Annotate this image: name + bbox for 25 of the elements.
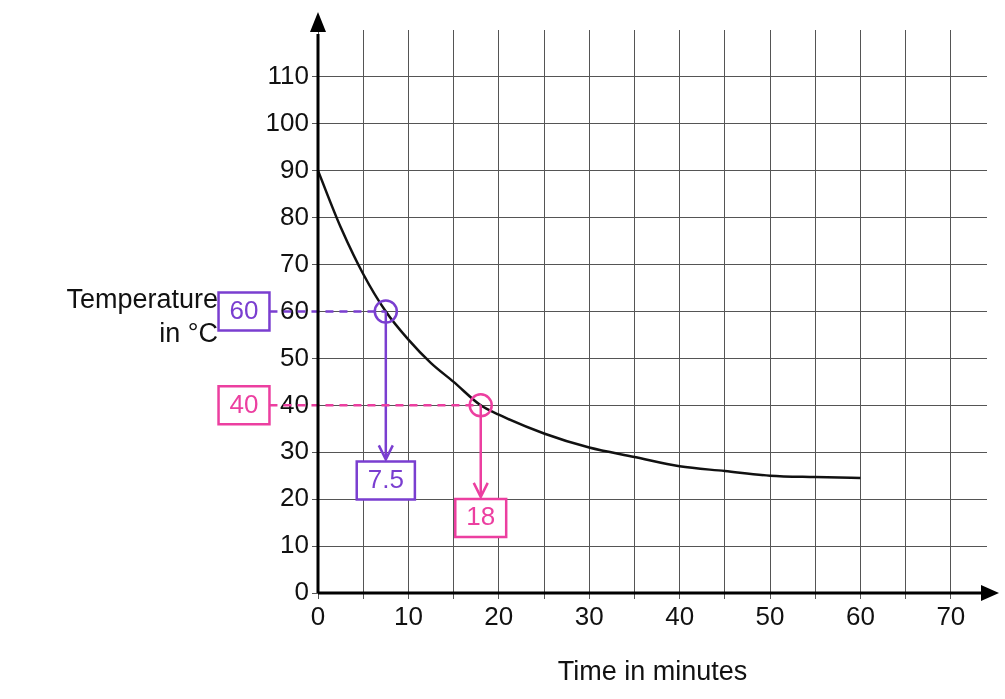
x-tick-label: 60 [845,600,875,631]
x-axis-title: Time in minutes [557,656,748,687]
y-tick-label: 70 [280,247,309,278]
ref-line-label: 7.5 [367,463,404,494]
x-tick-label: 70 [936,600,966,631]
y-tick-label: 50 [280,341,309,372]
y-tick-label: 30 [280,435,309,466]
y-tick-label: 10 [280,529,309,560]
y-axis-title: Temperature in °C [65,283,218,350]
ref-line-label: 18 [466,501,496,532]
y-tick-label: 60 [280,294,309,325]
ref-line-label: 40 [229,388,259,419]
x-tick-label: 20 [484,600,514,631]
y-tick-label: 100 [265,107,309,138]
y-tick-label: 110 [267,60,309,91]
y-tick-label: 80 [280,200,309,231]
y-tick-label: 40 [280,388,309,419]
x-tick-label: 10 [393,600,423,631]
y-tick-label: 0 [294,576,309,607]
y-tick-label: 20 [280,482,309,513]
x-tick-label: 30 [574,600,604,631]
x-tick-label: 50 [755,600,785,631]
ref-line-label: 60 [229,294,259,325]
y-tick-label: 90 [280,153,309,184]
x-tick-label: 40 [665,600,695,631]
